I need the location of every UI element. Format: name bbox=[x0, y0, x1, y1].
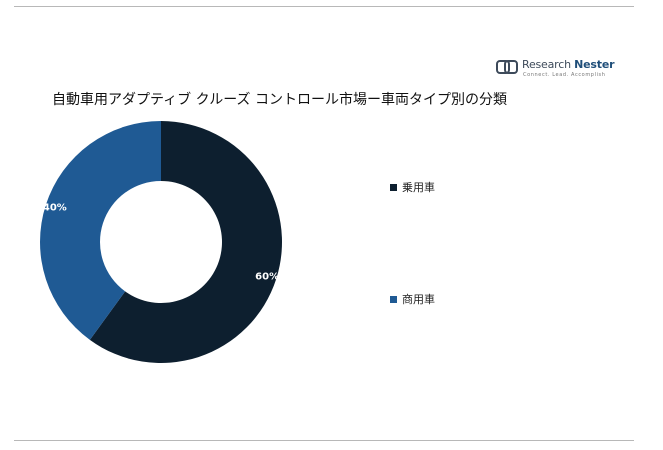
legend-swatch-passenger bbox=[390, 183, 397, 191]
bottom-divider bbox=[14, 440, 634, 441]
legend-label-passenger: 乗用車 bbox=[402, 181, 435, 194]
slice-passenger bbox=[89, 121, 283, 363]
legend-swatch-commercial bbox=[390, 295, 397, 303]
logo-name: Research Nester bbox=[522, 58, 615, 71]
research-nester-logo: Research Nester Connect. Lead. Accomplis… bbox=[496, 58, 626, 82]
legend-label-commercial: 商用車 bbox=[402, 293, 435, 306]
logo-mark-icon bbox=[496, 60, 518, 74]
slice-commercial bbox=[40, 121, 161, 340]
top-divider bbox=[14, 6, 634, 7]
data-label-passenger: 60% bbox=[255, 271, 279, 282]
legend-item-passenger: 乗用車 bbox=[390, 179, 435, 195]
chart-title: 自動車用アダプティブ クルーズ コントロール市場ー車両タイプ別の分類 bbox=[52, 92, 507, 108]
logo-tagline: Connect. Lead. Accomplish bbox=[523, 72, 606, 78]
data-label-commercial: 40% bbox=[43, 203, 67, 214]
legend-item-commercial: 商用車 bbox=[390, 291, 435, 307]
